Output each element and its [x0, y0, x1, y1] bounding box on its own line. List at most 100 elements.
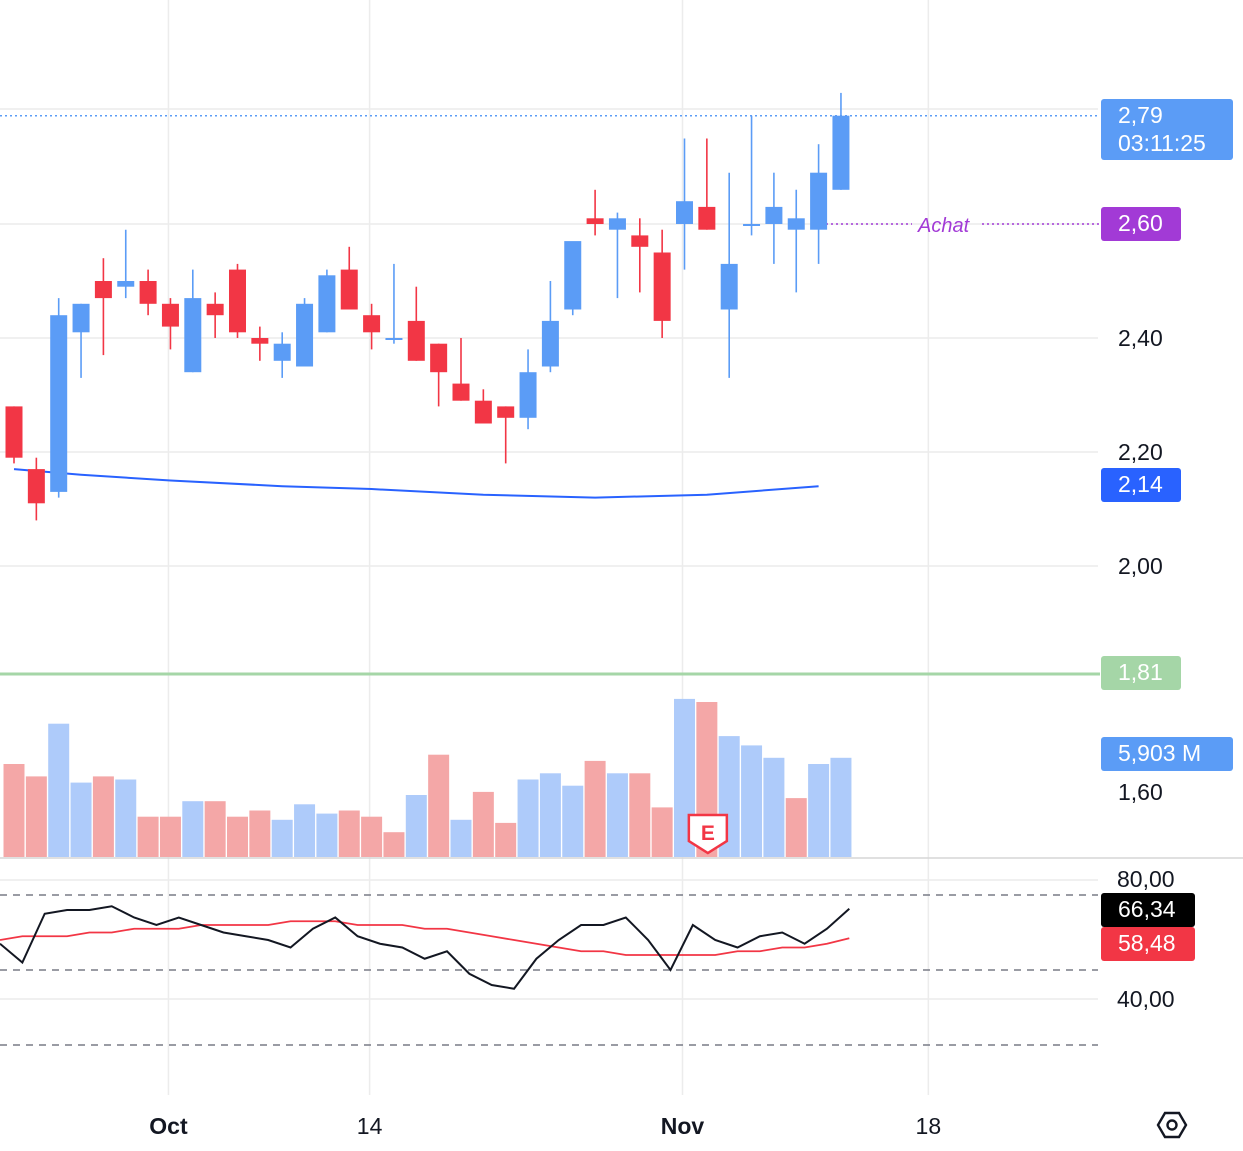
volume-badge: 5,903 M: [1101, 737, 1233, 771]
volume-bar: [428, 754, 450, 857]
candle: [273, 332, 291, 378]
candle-body: [765, 206, 783, 224]
rsi-line: [0, 905, 850, 990]
order-price-badge-bg: [1101, 207, 1181, 241]
candle-body: [161, 303, 179, 327]
candle-body: [251, 338, 269, 344]
order-price-badge-text: 2,60: [1118, 210, 1163, 236]
candle-body: [720, 263, 738, 310]
volume-bar: [70, 782, 92, 857]
volume-bar: [137, 816, 159, 857]
rsi-ma-badge-bg: [1101, 927, 1195, 961]
candle-body: [27, 469, 45, 504]
volume-bar: [383, 832, 405, 857]
candle: [519, 349, 537, 430]
candle-body: [698, 206, 716, 230]
candle: [430, 343, 448, 407]
candle-body: [564, 241, 582, 310]
x-axis-labels: Oct 14 Nov 18: [149, 1113, 941, 1139]
candle-body: [94, 281, 112, 299]
candle-body: [676, 201, 693, 224]
candle-body: [541, 320, 559, 367]
candle-body: [474, 400, 492, 424]
candle-body: [296, 303, 314, 367]
volume-bar: [294, 804, 316, 857]
volume-bar: [316, 813, 338, 857]
volume-bar: [48, 723, 70, 857]
volume-bar: [3, 764, 25, 857]
candle: [318, 269, 336, 333]
volume-bar: [159, 816, 181, 857]
ma-price-badge-bg: [1101, 468, 1181, 502]
rsi-ma-line: [0, 920, 850, 956]
y-tick-label: 2,40: [1118, 325, 1163, 351]
candle: [765, 172, 783, 264]
volume-bar: [115, 779, 137, 857]
y-tick-label: 2,00: [1118, 553, 1163, 579]
volume-bar: [651, 807, 673, 857]
volume-bar: [361, 816, 383, 857]
candle: [72, 303, 90, 378]
candle: [407, 286, 425, 361]
volume-bar: [92, 776, 114, 857]
candle-body: [810, 172, 828, 230]
candle-body: [72, 303, 90, 333]
candle-body: [318, 275, 336, 333]
rsi-tick-label: 40,00: [1117, 986, 1175, 1012]
volume-bar: [271, 819, 293, 857]
volume-badge-text: 5,903 M: [1118, 740, 1201, 766]
candle-body: [385, 338, 403, 340]
volume-tick-label: 1,60: [1118, 779, 1163, 805]
last-price-badge-text: 03:11:25: [1118, 130, 1206, 156]
volume-bar: [227, 816, 248, 857]
candle: [27, 457, 45, 521]
candle: [184, 269, 202, 373]
grid: [0, 0, 1098, 1095]
candle: [94, 258, 112, 356]
volume-bar: [338, 810, 360, 857]
candle-body: [608, 218, 626, 230]
volume-bar: [584, 760, 606, 857]
candle: [810, 144, 828, 264]
candle-body: [743, 224, 761, 226]
x-tick-label: 14: [357, 1113, 383, 1139]
candle-body: [363, 315, 381, 333]
candle: [676, 138, 693, 270]
candle: [564, 241, 582, 316]
candle: [363, 303, 381, 350]
earnings-shape: [687, 813, 729, 855]
candle-body: [139, 281, 157, 304]
volume-bar: [204, 801, 226, 857]
candle: [229, 263, 246, 338]
settings-icon[interactable]: [1156, 1111, 1188, 1139]
rsi-badge: 66,34: [1101, 893, 1195, 927]
volume-bar: [25, 776, 47, 857]
candle: [452, 338, 470, 401]
volume-bar: [629, 773, 651, 857]
volume-bar: [562, 785, 584, 857]
rsi-badge-text: 66,34: [1118, 896, 1176, 922]
volume-bar: [808, 764, 830, 857]
rsi-ma-badge: 58,48: [1101, 927, 1195, 961]
ma-price-badge-text: 2,14: [1118, 471, 1163, 497]
candle: [586, 189, 604, 236]
candle: [631, 218, 649, 293]
last-price-badge-bg: [1101, 99, 1233, 160]
volume-bar: [606, 773, 628, 857]
volume-bar: [405, 795, 427, 857]
candle-body: [586, 218, 604, 224]
candle-body: [273, 343, 291, 361]
candle: [720, 172, 738, 378]
volume-bar: [517, 779, 539, 857]
order-label: Achat: [917, 215, 971, 237]
candle-body: [50, 315, 68, 492]
candle-body: [407, 320, 425, 361]
candle: [653, 229, 671, 338]
rsi-badge-bg: [1101, 893, 1195, 927]
y-tick-label: 2,20: [1118, 439, 1163, 465]
candle: [608, 212, 626, 299]
candle: [50, 298, 68, 498]
level-price-badge-bg: [1101, 656, 1181, 690]
volume-bar: [450, 819, 472, 857]
